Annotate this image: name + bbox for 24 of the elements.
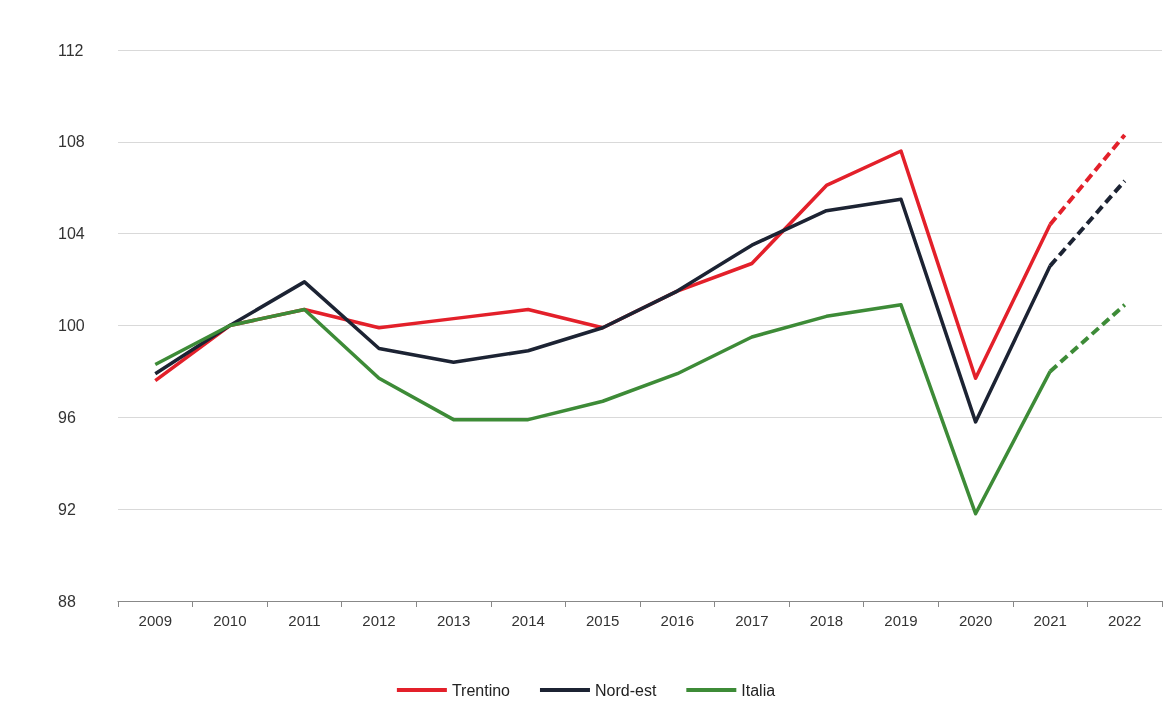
x-tick-label: 2011	[288, 612, 321, 629]
y-tick-label: 104	[58, 225, 85, 243]
x-tick-label: 2013	[436, 612, 471, 629]
legend-label: Nord-est	[594, 681, 657, 699]
y-tick-label: 100	[58, 317, 85, 334]
x-tick-label: 2014	[511, 612, 545, 629]
y-tick-label: 96	[58, 408, 76, 426]
x-tick-label: 2015	[586, 612, 620, 629]
x-tick-label: 2017	[735, 612, 769, 629]
x-tick-label: 2016	[660, 612, 694, 629]
y-tick-label: 112	[58, 41, 84, 59]
legend-label: Italia	[741, 681, 776, 699]
x-tick-label: 2020	[958, 612, 993, 629]
y-tick-label: 92	[58, 500, 76, 518]
x-tick-label: 2022	[1108, 612, 1142, 629]
x-tick-label: 2012	[362, 612, 396, 629]
x-tick-label: 2010	[213, 612, 247, 629]
y-tick-label: 88	[58, 592, 76, 610]
x-tick-label: 2009	[138, 612, 172, 629]
x-tick-label: 2019	[884, 612, 918, 629]
x-tick-label: 2021	[1033, 612, 1067, 629]
x-tick-label: 2018	[809, 612, 844, 629]
y-tick-label: 108	[58, 133, 85, 151]
legend-label: Trentino	[451, 681, 511, 699]
